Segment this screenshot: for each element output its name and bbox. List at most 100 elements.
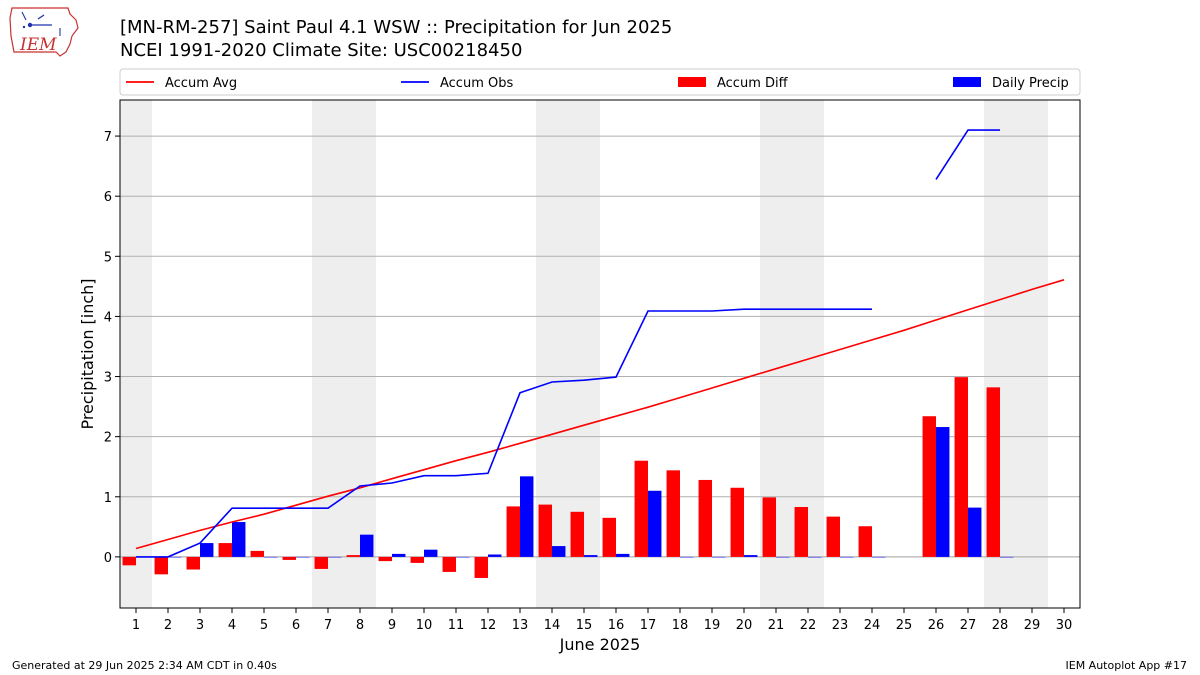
daily-precip-bar xyxy=(584,555,598,557)
legend-label-accum-diff: Accum Diff xyxy=(717,76,789,91)
accum-diff-bar xyxy=(506,506,520,557)
accum-diff-bar xyxy=(410,556,424,563)
daily-precip-bar xyxy=(968,507,982,557)
accum-diff-bar xyxy=(986,387,1000,557)
accum-diff-bar xyxy=(378,556,392,562)
daily-precip-bar xyxy=(840,556,854,558)
accum-diff-bar xyxy=(634,460,648,557)
y-tick-label: 0 xyxy=(104,551,112,566)
daily-precip-bar xyxy=(264,556,278,558)
accum-diff-bar xyxy=(922,416,936,557)
legend-swatch-accum-diff xyxy=(678,77,706,87)
x-tick-label: 29 xyxy=(1024,618,1041,633)
x-tick-label: 8 xyxy=(356,618,364,633)
daily-precip-bar xyxy=(936,427,950,557)
daily-precip-bar xyxy=(296,556,310,558)
x-tick-label: 6 xyxy=(292,618,300,633)
x-tick-label: 7 xyxy=(324,618,332,633)
x-tick-label: 9 xyxy=(388,618,396,633)
y-tick-label: 3 xyxy=(104,371,112,386)
accum-diff-bar xyxy=(474,556,488,578)
x-tick-label: 24 xyxy=(864,618,881,633)
x-axis-label: June 2025 xyxy=(559,635,641,654)
daily-precip-bar xyxy=(232,522,246,557)
accum-diff-bar xyxy=(282,556,296,560)
accum-diff-bar xyxy=(826,516,840,557)
x-tick-label: 14 xyxy=(544,618,561,633)
accum-diff-bar xyxy=(954,377,968,557)
daily-precip-bar xyxy=(360,534,374,557)
daily-precip-bar xyxy=(1000,556,1014,558)
daily-precip-bar xyxy=(424,549,438,557)
iem-logo: IEM xyxy=(8,6,82,60)
accum-diff-bar xyxy=(346,555,360,557)
daily-precip-bar xyxy=(456,556,470,558)
accum-diff-bar xyxy=(314,556,328,569)
accum-diff-bar xyxy=(762,497,776,557)
iowa-state-outline-icon: IEM xyxy=(9,7,79,57)
accum-obs-line xyxy=(935,129,1000,180)
accum-avg-line xyxy=(135,279,1065,550)
x-tick-label: 22 xyxy=(800,618,817,633)
x-tick-label: 1 xyxy=(132,618,140,633)
legend-label-accum-obs: Accum Obs xyxy=(440,76,513,91)
x-tick-label: 27 xyxy=(960,618,977,633)
x-tick-label: 25 xyxy=(896,618,913,633)
accum-diff-bar xyxy=(154,556,168,575)
accum-obs-line xyxy=(136,308,872,558)
x-tick-label: 21 xyxy=(768,618,785,633)
accum-diff-bar xyxy=(602,517,616,557)
daily-precip-bar xyxy=(680,556,694,558)
legend-label-accum-avg: Accum Avg xyxy=(165,76,237,91)
x-tick-label: 18 xyxy=(672,618,689,633)
chart-title: [MN-RM-257] Saint Paul 4.1 WSW :: Precip… xyxy=(120,17,673,38)
weekend-band xyxy=(312,100,376,608)
accum-diff-bar xyxy=(538,504,552,557)
x-tick-label: 13 xyxy=(512,618,529,633)
y-tick-label: 1 xyxy=(104,491,112,506)
weekend-band xyxy=(120,100,152,608)
accum-diff-bar xyxy=(186,556,200,570)
y-tick-label: 7 xyxy=(104,130,112,145)
x-tick-label: 16 xyxy=(608,618,625,633)
accum-diff-bar xyxy=(666,470,680,557)
legend-label-daily-precip: Daily Precip xyxy=(992,76,1069,91)
logo-text: IEM xyxy=(19,35,57,55)
daily-precip-bar xyxy=(488,554,502,557)
x-tick-label: 2 xyxy=(164,618,172,633)
x-tick-label: 30 xyxy=(1056,618,1073,633)
accum-diff-bar xyxy=(218,543,232,557)
accum-diff-bar xyxy=(858,526,872,557)
y-tick-label: 6 xyxy=(104,190,112,205)
accum-diff-bar xyxy=(122,556,136,566)
x-tick-label: 4 xyxy=(228,618,236,633)
daily-precip-bar xyxy=(328,556,342,558)
daily-precip-bar xyxy=(520,476,534,557)
x-tick-label: 26 xyxy=(928,618,945,633)
x-tick-label: 20 xyxy=(736,618,753,633)
accum-diff-bar xyxy=(442,556,456,572)
x-tick-label: 15 xyxy=(576,618,593,633)
daily-precip-bar xyxy=(200,543,214,557)
chart-subtitle: NCEI 1991-2020 Climate Site: USC00218450 xyxy=(120,40,523,61)
daily-precip-bar xyxy=(712,556,726,558)
accum-diff-bar xyxy=(570,511,584,557)
legend-box xyxy=(119,68,1081,96)
y-tick-label: 2 xyxy=(104,431,112,446)
generated-timestamp: Generated at 29 Jun 2025 2:34 AM CDT in … xyxy=(12,659,277,672)
x-tick-label: 5 xyxy=(260,618,268,633)
daily-precip-bar xyxy=(648,490,662,557)
x-tick-label: 17 xyxy=(640,618,657,633)
accum-diff-bar xyxy=(794,507,808,557)
app-credit: IEM Autoplot App #17 xyxy=(1065,659,1188,672)
y-tick-label: 4 xyxy=(104,310,112,325)
daily-precip-bar xyxy=(392,553,406,557)
accum-diff-bar xyxy=(698,479,712,557)
x-tick-label: 11 xyxy=(448,618,465,633)
x-tick-label: 28 xyxy=(992,618,1009,633)
accum-diff-bar xyxy=(730,487,744,557)
y-tick-label: 5 xyxy=(104,250,112,265)
x-tick-label: 10 xyxy=(416,618,433,633)
accum-diff-bar xyxy=(250,550,264,557)
